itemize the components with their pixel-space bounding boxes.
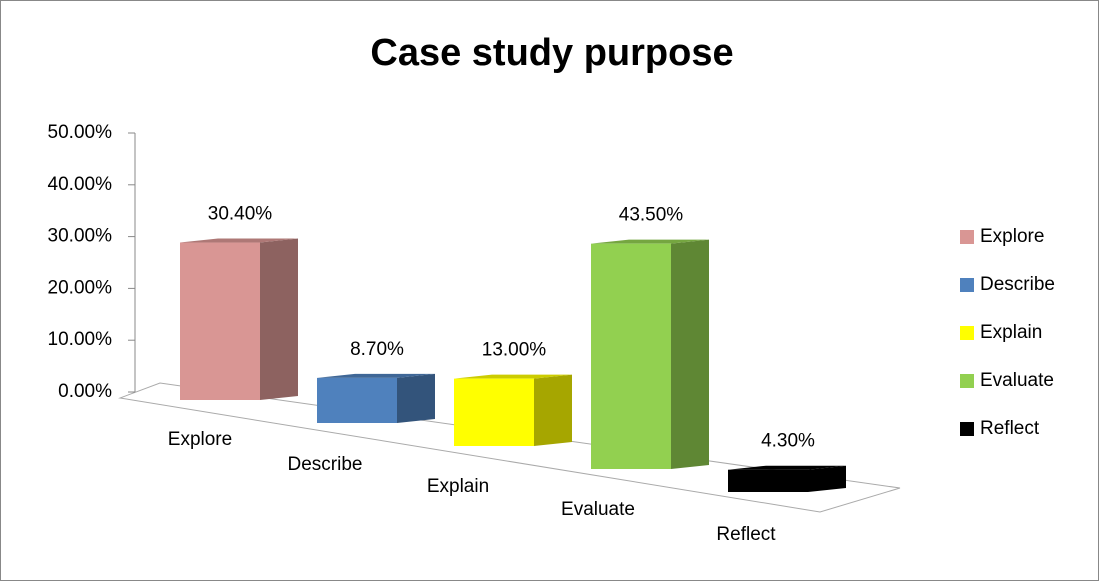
bar-top — [180, 238, 298, 243]
legend-swatch — [960, 230, 974, 244]
y-tick-label: 0.00% — [58, 381, 112, 402]
chart-title: Case study purpose — [370, 32, 733, 74]
bar-front — [317, 377, 397, 423]
legend-swatch — [960, 422, 974, 436]
bar — [728, 465, 846, 492]
legend-label: Evaluate — [980, 370, 1054, 391]
floor — [118, 382, 901, 513]
x-tick-label: Describe — [288, 454, 363, 475]
value-label: 8.70% — [350, 339, 404, 360]
x-tick-label: Explain — [427, 476, 489, 497]
bar-top — [317, 373, 435, 378]
legend-swatch — [960, 278, 974, 292]
bar-top — [454, 374, 572, 379]
bar-side — [397, 373, 435, 423]
value-label: 43.50% — [619, 205, 684, 226]
bar — [454, 374, 572, 446]
bar — [591, 239, 709, 469]
bar-side — [808, 465, 846, 492]
bar-front — [591, 243, 671, 469]
bar-side — [671, 239, 709, 469]
value-label: 4.30% — [761, 431, 815, 452]
y-tick-label: 30.00% — [48, 226, 113, 247]
x-tick-label: Explore — [168, 429, 232, 450]
y-tick-label: 10.00% — [48, 329, 113, 350]
bar-side — [260, 238, 298, 400]
value-label: 13.00% — [482, 340, 547, 361]
bar-front — [454, 378, 534, 446]
y-tick-label: 40.00% — [48, 174, 113, 195]
legend-swatch — [960, 374, 974, 388]
bar-front — [180, 242, 260, 400]
legend-label: Describe — [980, 274, 1055, 295]
bar-front — [728, 469, 808, 492]
bar-top — [728, 465, 846, 470]
bar-top — [591, 239, 709, 244]
value-label: 30.40% — [208, 204, 273, 225]
y-tick-label: 20.00% — [48, 277, 113, 298]
legend-label: Explain — [980, 322, 1042, 343]
legend-label: Reflect — [980, 418, 1040, 439]
y-tick-label: 50.00% — [48, 122, 113, 143]
x-tick-label: Evaluate — [561, 499, 635, 520]
legend-swatch — [960, 326, 974, 340]
x-tick-label: Reflect — [716, 524, 776, 545]
bar — [180, 238, 298, 400]
legend-label: Explore — [980, 226, 1044, 247]
bar — [317, 373, 435, 423]
bar-side — [534, 374, 572, 446]
